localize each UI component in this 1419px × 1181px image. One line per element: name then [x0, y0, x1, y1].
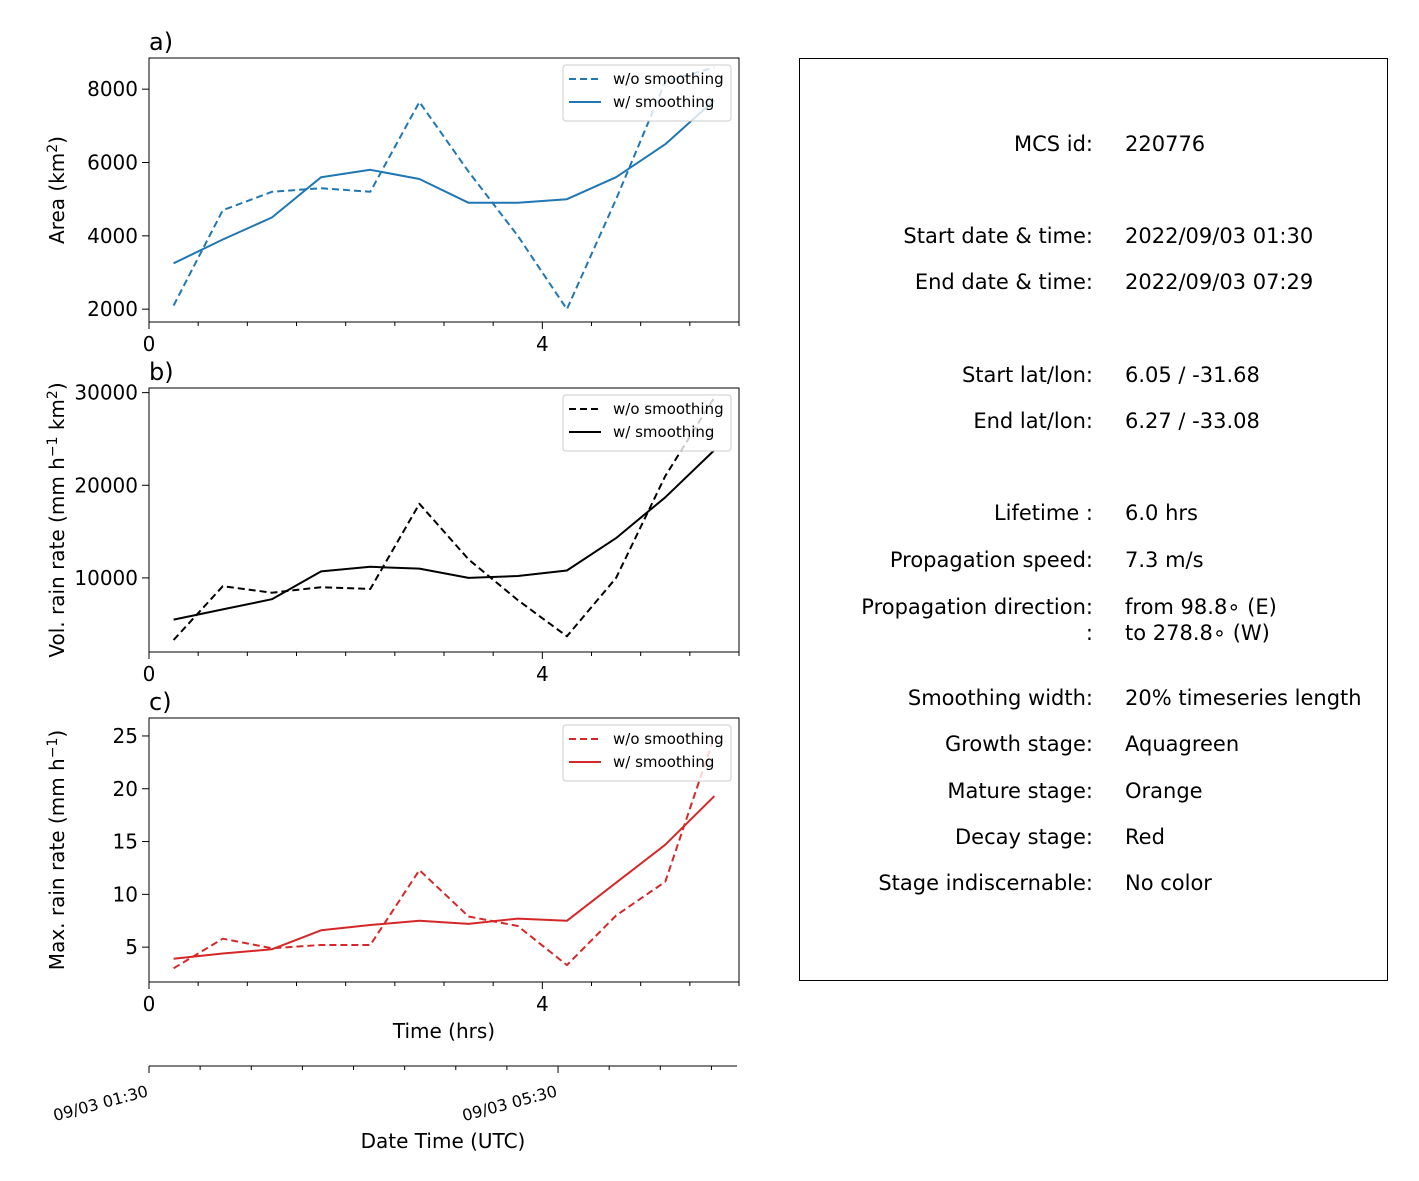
x-tick-label: 0 — [143, 992, 156, 1016]
series-line-raw — [173, 735, 716, 970]
info-label: Start date & time: — [903, 224, 1093, 248]
y-axis-label-part: ) — [45, 730, 69, 738]
legend: w/o smoothing w/ smoothing — [562, 64, 732, 122]
y-tick-label: 30000 — [74, 381, 138, 405]
y-axis-label-superscript: −1 — [45, 738, 61, 759]
y-axis-label: Area (km2) — [45, 136, 69, 244]
panel-label: b) — [149, 358, 174, 386]
info-label: Propagation direction: — [861, 595, 1093, 619]
series-line-smoothed — [173, 795, 716, 960]
info-label: End lat/lon: — [973, 409, 1093, 433]
info-value: 6.05 / -31.68 — [1125, 363, 1260, 387]
legend-label: w/o smoothing — [613, 730, 724, 748]
legend-box — [562, 724, 732, 782]
y-tick-label: 4000 — [87, 224, 138, 248]
info-label: Start lat/lon: — [961, 363, 1093, 387]
datetime-axis: 09/03 01:30 09/03 05:30 Date Time (UTC) — [51, 1065, 737, 1153]
info-value: Orange — [1125, 779, 1203, 803]
datetime-tick-label: 09/03 05:30 — [460, 1082, 559, 1126]
series-line-smoothed — [173, 449, 716, 621]
y-axis-label-part: Area (km — [45, 153, 69, 244]
panel-3: c) 0 4 5 10 15 20 25 Max. rain rate (mm h−1) w/o … — [45, 688, 740, 1043]
legend-box — [562, 394, 732, 452]
legend-label: w/o smoothing — [613, 70, 724, 88]
info-value: Aquagreen — [1125, 732, 1240, 756]
y-axis-label: Max. rain rate (mm h−1) — [45, 730, 69, 970]
info-label: Smoothing width: — [907, 686, 1093, 710]
y-axis-label-part: ) — [45, 136, 69, 144]
y-axis-label: Vol. rain rate (mm h−1 km2) — [45, 382, 69, 657]
info-value: 2022/09/03 07:29 — [1125, 270, 1314, 294]
info-value: 6.0 hrs — [1125, 501, 1198, 525]
y-axis-label-superscript: 2 — [45, 144, 61, 153]
y-axis-label-superscript: 2 — [45, 390, 61, 399]
panel-label: a) — [149, 28, 173, 56]
info-value: from 98.8∘ (E) — [1125, 595, 1277, 619]
info-label: Growth stage: — [944, 732, 1093, 756]
y-tick-label: 8000 — [87, 77, 138, 101]
y-axis-label-part: Vol. rain rate (mm h — [45, 457, 69, 658]
info-label: End date & time: — [914, 270, 1093, 294]
legend: w/o smoothing w/ smoothing — [562, 394, 732, 452]
x-tick-label: 0 — [143, 662, 156, 686]
info-label: Lifetime : — [993, 501, 1093, 525]
panel-label: c) — [149, 688, 172, 716]
info-value: 7.3 m/s — [1125, 548, 1204, 572]
info-value: 220776 — [1125, 132, 1206, 156]
info-value: 20% timeseries length — [1125, 686, 1362, 710]
x-tick-label: 4 — [536, 662, 549, 686]
y-tick-label: 2000 — [87, 297, 138, 321]
x-tick-label: 4 — [536, 992, 549, 1016]
legend-label: w/ smoothing — [613, 423, 714, 441]
y-axis-label-part: km — [45, 399, 69, 436]
x-axis-label: Time (hrs) — [392, 1019, 495, 1043]
series-line-smoothed — [173, 99, 716, 265]
y-tick-label: 15 — [113, 830, 138, 854]
x-tick-label: 4 — [536, 332, 549, 356]
info-label: Stage indiscernable: — [878, 871, 1093, 895]
info-label: Propagation speed: — [889, 548, 1093, 572]
y-axis-label-part: ) — [45, 382, 69, 390]
datetime-tick-label: 09/03 01:30 — [51, 1082, 150, 1126]
series-line-raw — [172, 396, 716, 641]
info-label: Mature stage: — [947, 779, 1093, 803]
legend-label: w/ smoothing — [613, 93, 714, 111]
info-value: Red — [1125, 825, 1165, 849]
legend-label: w/ smoothing — [613, 753, 714, 771]
info-value: 6.27 / -33.08 — [1125, 409, 1260, 433]
legend-box — [562, 64, 732, 122]
datetime-axis-label: Date Time (UTC) — [361, 1129, 526, 1153]
info-value: 2022/09/03 01:30 — [1125, 224, 1314, 248]
info-label: : — [1085, 621, 1093, 645]
info-value: to 278.8∘ (W) — [1125, 621, 1270, 645]
y-tick-label: 5 — [125, 935, 138, 959]
y-tick-label: 20000 — [74, 473, 138, 497]
info-value: No color — [1125, 871, 1212, 895]
x-tick-label: 0 — [143, 332, 156, 356]
y-tick-label: 10000 — [74, 566, 138, 590]
y-tick-label: 20 — [113, 777, 138, 801]
y-axis-label-superscript: −1 — [45, 437, 61, 458]
y-tick-label: 6000 — [87, 151, 138, 175]
info-panel: MCS id: 220776 Start date & time: 2022/09/0… — [799, 58, 1388, 981]
info-label: Decay stage: — [955, 825, 1093, 849]
panel-1: a) 0 4 2000 4000 6000 8000 Area (km2) w/o smooth… — [45, 28, 740, 356]
info-label: MCS id: — [1013, 132, 1093, 156]
y-tick-label: 25 — [113, 724, 138, 748]
y-tick-label: 10 — [113, 882, 138, 906]
legend: w/o smoothing w/ smoothing — [562, 724, 732, 782]
y-axis-label-part: Max. rain rate (mm h — [45, 758, 69, 970]
legend-label: w/o smoothing — [613, 400, 724, 418]
